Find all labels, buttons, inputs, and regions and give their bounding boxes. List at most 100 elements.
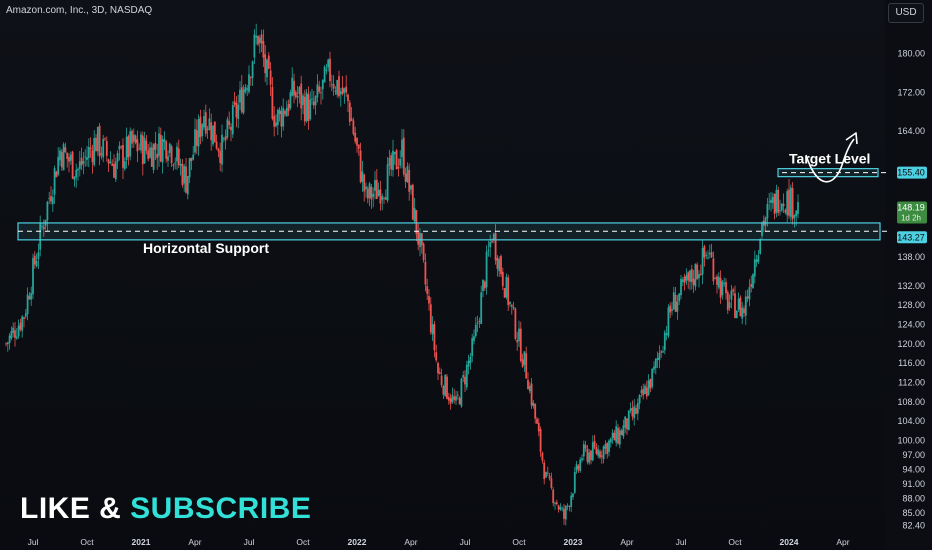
candle-body (150, 147, 153, 167)
support-label: Horizontal Support (143, 240, 269, 256)
candle-body (395, 150, 398, 170)
candle-body (741, 307, 744, 319)
candle-body (455, 396, 457, 401)
candle-body (545, 472, 547, 478)
candle-body (469, 356, 472, 363)
candle-body (644, 385, 646, 395)
candle-body (465, 364, 468, 388)
candle-body (141, 135, 144, 165)
candle-body (287, 104, 290, 112)
candle-body (217, 148, 220, 152)
candle-body (599, 451, 601, 458)
candle-body (604, 444, 607, 449)
candle-body (204, 112, 207, 134)
candle-body (51, 197, 54, 205)
candle-body (593, 441, 596, 448)
candle-body (476, 322, 479, 324)
candle-body (24, 313, 27, 317)
candle-body (111, 163, 114, 166)
candle-body (107, 159, 110, 164)
y-tick-label: 91.00 (902, 479, 925, 489)
like-subscribe-banner: LIKE & SUBSCRIBE (20, 492, 311, 526)
candle-body (635, 407, 637, 414)
candle-body (163, 139, 166, 142)
candle-body (138, 148, 141, 150)
candle-body (230, 126, 232, 131)
candle-body (75, 169, 78, 178)
candle-body (170, 146, 173, 164)
candle-body (399, 158, 402, 166)
x-tick-label: Apr (836, 537, 849, 547)
candle-body (356, 138, 358, 146)
candle-body (177, 148, 180, 166)
candle-body (12, 327, 15, 333)
candle-body (255, 35, 258, 38)
candle-body (478, 320, 481, 322)
candle-body (678, 293, 681, 302)
candle-body (755, 259, 758, 263)
candle-body (165, 141, 168, 159)
candle-body (109, 161, 112, 164)
candle-body (41, 226, 43, 227)
candle-body (719, 277, 722, 298)
candle-body (19, 322, 22, 330)
candle-body (365, 186, 367, 190)
candle-body (584, 445, 587, 449)
candle-body (361, 171, 364, 183)
candle-body (694, 264, 697, 287)
projection-arrow-path (805, 138, 855, 183)
candle-body (786, 191, 789, 216)
candle-body (543, 462, 546, 480)
currency-button[interactable]: USD (888, 3, 924, 23)
candle-body (620, 430, 623, 436)
candle-body (215, 141, 218, 149)
candle-body (775, 189, 778, 213)
candle-body (285, 107, 288, 117)
candle-body (656, 357, 659, 360)
candle-body (750, 284, 753, 287)
candle-body (339, 91, 342, 95)
candle-body (374, 179, 376, 191)
candle-body (174, 162, 177, 164)
candle-body (410, 185, 412, 190)
candle-body (651, 368, 654, 387)
x-tick-label: Apr (620, 537, 633, 547)
candle-body (161, 139, 164, 163)
candle-body (195, 130, 198, 146)
candle-body (676, 301, 679, 312)
candle-body (669, 305, 672, 313)
candle-body (708, 253, 711, 255)
candle-body (473, 336, 475, 341)
candle-body (764, 217, 767, 226)
candle-body (663, 332, 666, 351)
candle-body (746, 296, 749, 299)
candle-body (320, 92, 322, 94)
y-tick-label: 85.00 (902, 508, 925, 518)
candle-body (69, 154, 72, 161)
candle-body (208, 118, 211, 130)
candle-body (132, 134, 135, 142)
candle-body (221, 134, 223, 165)
candle-body (278, 109, 281, 115)
candle-body (201, 124, 204, 137)
candle-body (462, 375, 465, 378)
candle-body (573, 472, 576, 493)
candle-body (721, 281, 724, 296)
candle-body (707, 257, 709, 259)
candle-body (266, 59, 268, 78)
support-price-badge-text: 143.27 (897, 232, 925, 242)
candle-body (645, 387, 648, 397)
x-tick-label: 2023 (564, 537, 583, 547)
candle-body (712, 258, 715, 282)
candle-body (458, 397, 461, 405)
candle-body (534, 403, 537, 419)
candle-body (377, 189, 380, 196)
candle-body (154, 142, 157, 150)
candle-body (393, 151, 396, 155)
candle-body (206, 128, 209, 131)
x-tick-label: Jul (676, 537, 687, 547)
candle-body (438, 372, 441, 374)
x-tick-label: Oct (512, 537, 526, 547)
candle-body (152, 144, 155, 170)
